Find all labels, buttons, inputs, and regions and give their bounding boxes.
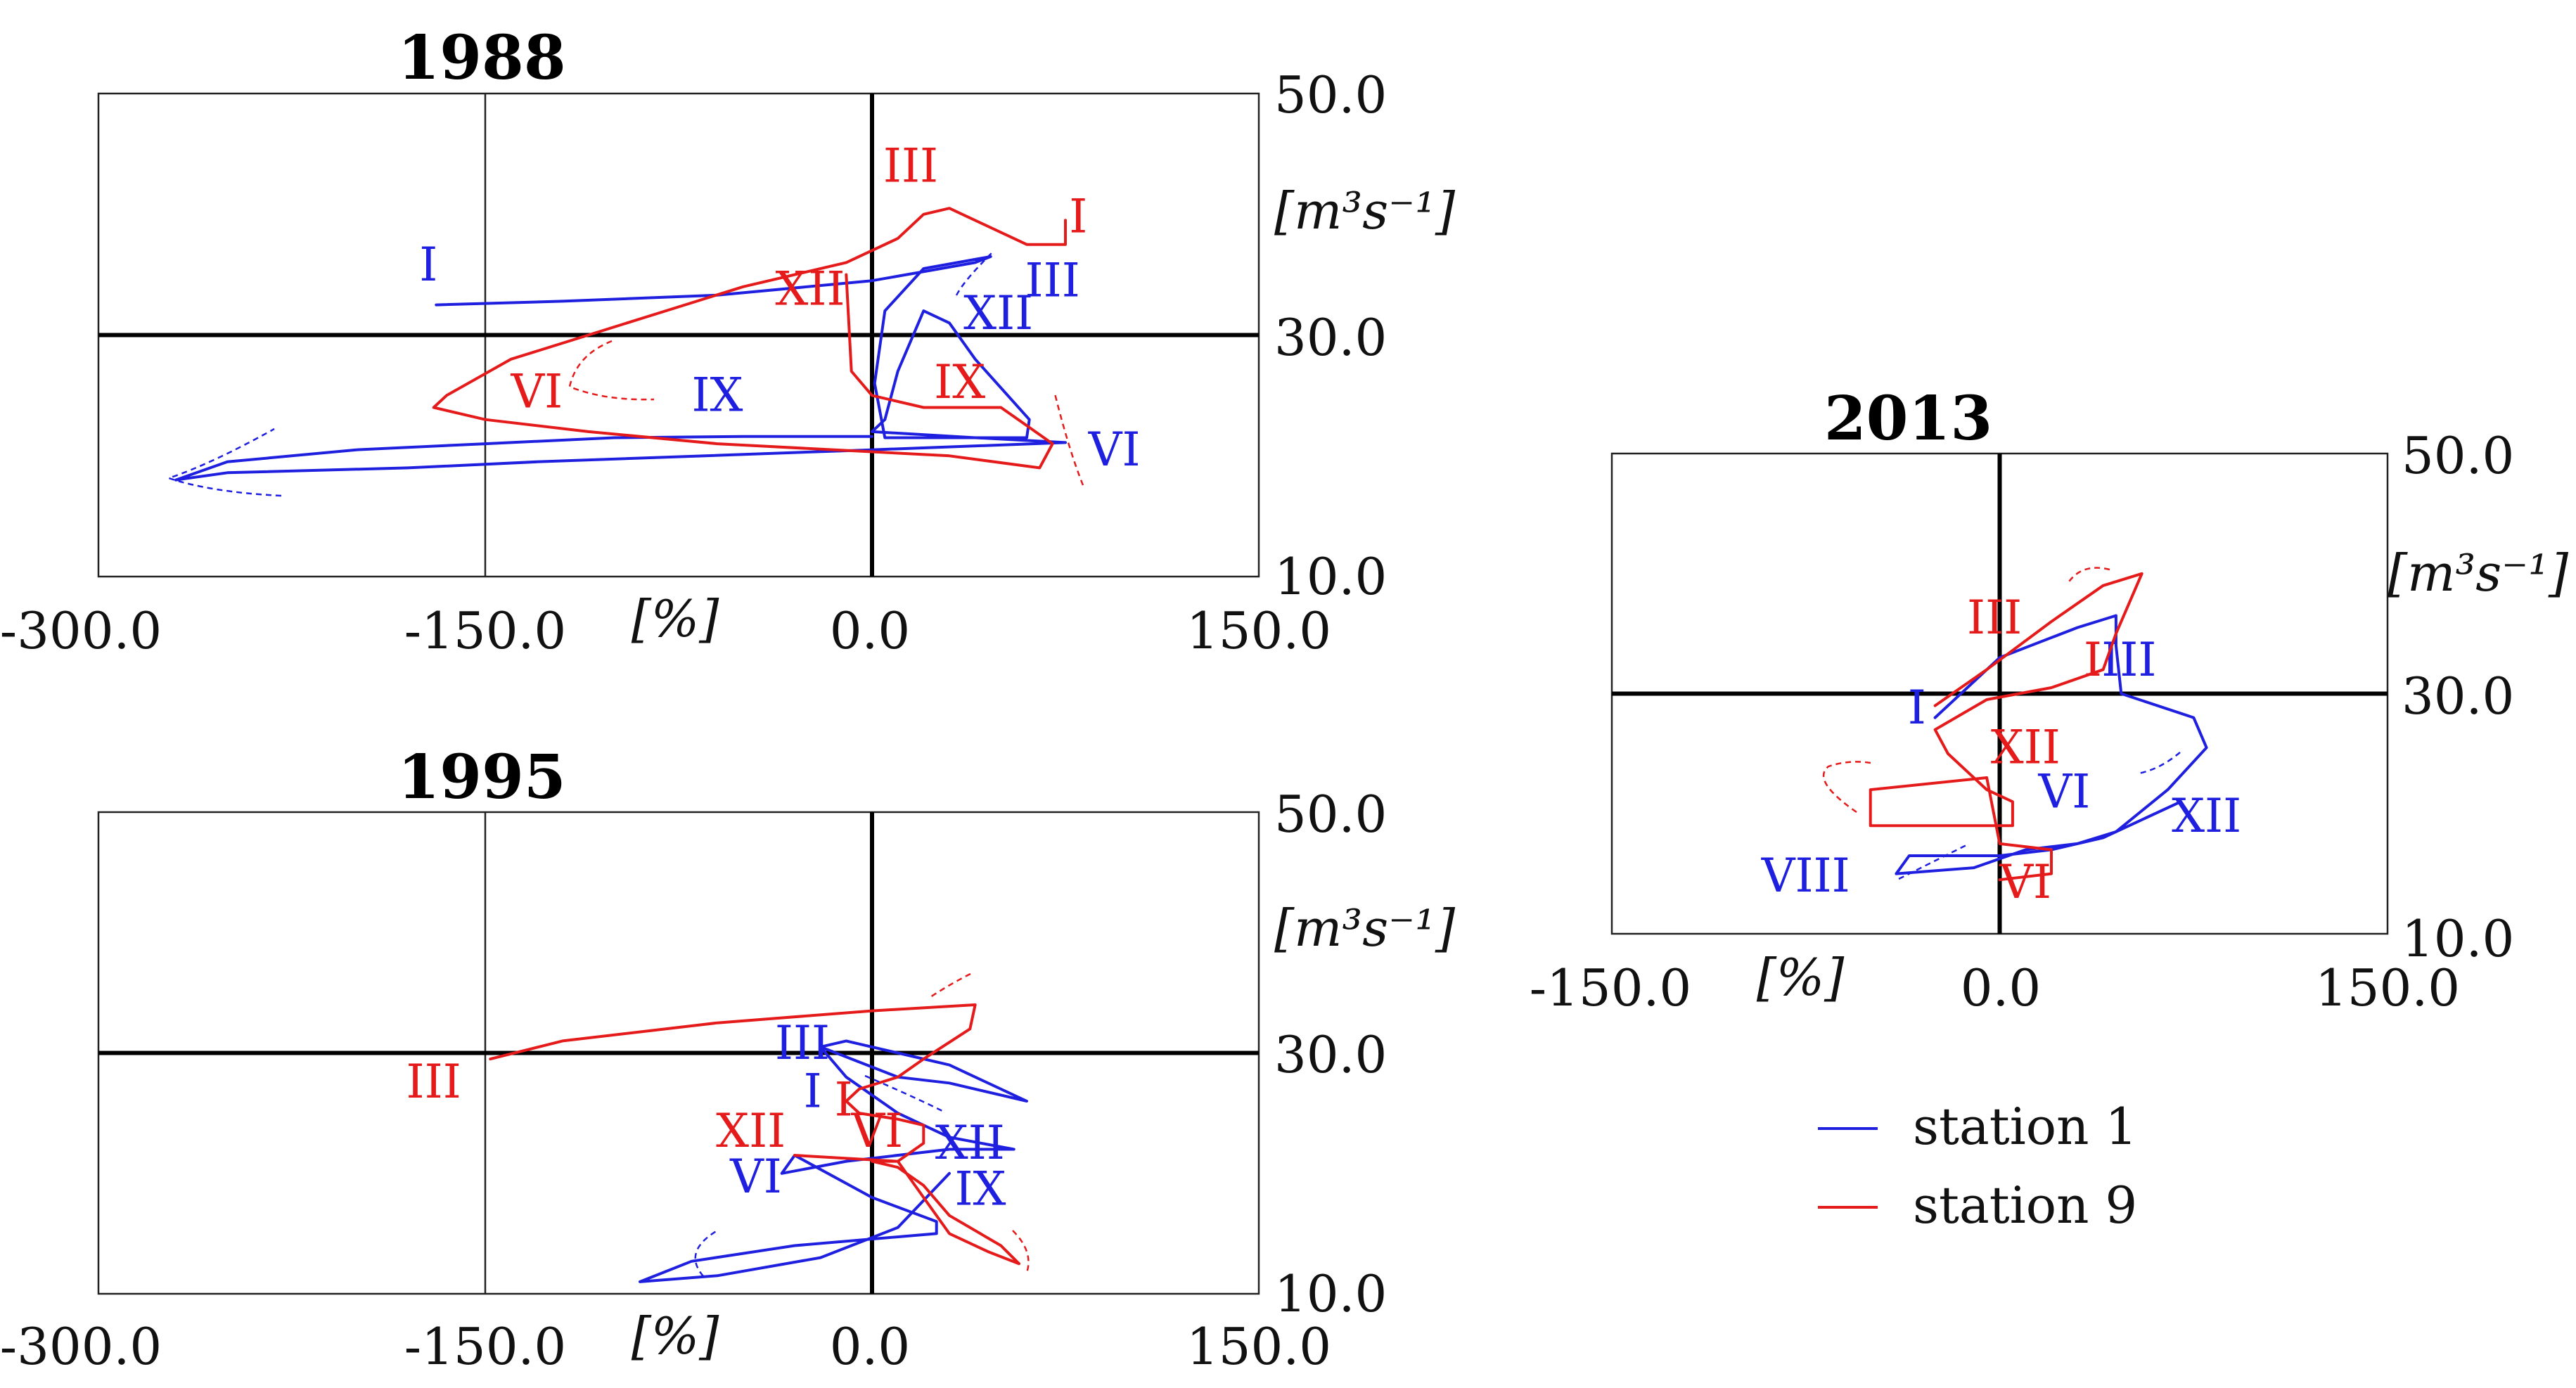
series-line-station-9	[1869, 572, 2144, 882]
y-tick-label: 30.0	[1274, 308, 1387, 367]
month-label: XII	[775, 262, 845, 316]
x-tick-label: 150.0	[1186, 601, 1331, 660]
y-tick-label: 30.0	[2402, 667, 2514, 726]
series-line-station-1	[639, 1039, 1028, 1283]
month-label: VI	[510, 365, 563, 419]
month-label: III	[883, 139, 938, 193]
month-label: III	[2101, 633, 2156, 687]
chart-2013: 2013 -150.0 0.0 150.0 [%] 50.0 30.0 10.0 [m³s⁻¹]…	[1530, 383, 2569, 1017]
month-label: I	[1908, 681, 1926, 735]
x-tick-label: 150.0	[1186, 1317, 1331, 1376]
x-tick-label: -150.0	[1530, 958, 1691, 1017]
month-label: VI	[1088, 423, 1141, 477]
month-label: III	[1967, 591, 2022, 645]
x-tick-label: -150.0	[404, 601, 566, 660]
x-tick-label: 0.0	[1961, 958, 2042, 1017]
month-label: VIII	[1761, 849, 1850, 903]
chart-title: 2013	[1824, 383, 1992, 454]
direction-arrow-dashed	[1053, 393, 1084, 486]
month-label: I	[2084, 633, 2102, 687]
month-label: IX	[934, 355, 985, 409]
x-tick-label: -300.0	[0, 601, 162, 660]
y-tick-label: 50.0	[2402, 426, 2514, 485]
x-axis-unit: [%]	[632, 1306, 720, 1365]
month-label: XII	[1991, 721, 2061, 775]
month-label: I	[1069, 190, 1087, 244]
y-tick-label: 10.0	[1274, 547, 1387, 606]
x-tick-label: -300.0	[0, 1317, 162, 1376]
month-label: IX	[691, 368, 743, 423]
y-axis-unit: [m³s⁻¹]	[2388, 544, 2569, 603]
y-axis-unit: [m³s⁻¹]	[1274, 899, 1456, 958]
chart-title: 1995	[397, 742, 565, 813]
month-label: I	[835, 1073, 853, 1127]
direction-arrow-dashed	[1012, 1230, 1030, 1273]
series-line-station-9	[489, 1003, 1020, 1266]
y-tick-label: 50.0	[1274, 65, 1387, 124]
month-label: III	[1025, 254, 1080, 308]
month-label: IX	[954, 1162, 1006, 1216]
month-label: VI	[1999, 855, 2051, 909]
month-label: III	[406, 1055, 461, 1109]
y-axis-unit: [m³s⁻¹]	[1274, 181, 1456, 240]
month-label: VI	[2038, 765, 2091, 819]
x-tick-label: -150.0	[404, 1317, 566, 1376]
x-axis-unit: [%]	[1757, 948, 1845, 1007]
y-tick-label: 10.0	[2402, 909, 2514, 968]
series-line-station-9	[432, 207, 1067, 470]
x-tick-label: 0.0	[830, 1317, 911, 1376]
y-tick-label: 50.0	[1274, 785, 1387, 844]
month-label: XII	[935, 1116, 1005, 1170]
legend-label: station 1	[1913, 1097, 2137, 1156]
month-label: VI	[729, 1150, 782, 1204]
chart-title: 1988	[397, 23, 565, 94]
direction-arrow-dashed	[568, 340, 655, 401]
legend: station 1 station 9	[1818, 1097, 2137, 1235]
chart-1995: 1995 -300.0 -150.0 0.0 150.0 [%] 50.0 30.0 10.0 […	[0, 742, 1456, 1376]
direction-arrow-dashed	[2137, 752, 2181, 775]
legend-label: station 9	[1913, 1176, 2137, 1235]
month-label: VI	[850, 1104, 903, 1158]
direction-arrow-dashed	[1898, 842, 1970, 880]
x-tick-label: 150.0	[2315, 958, 2460, 1017]
series-line-station-1	[1895, 614, 2208, 875]
series-line-station-1	[174, 255, 1067, 482]
month-label: I	[804, 1065, 822, 1119]
direction-arrow-dashed	[166, 428, 282, 497]
month-label: III	[775, 1016, 830, 1070]
y-tick-label: 30.0	[1274, 1025, 1387, 1084]
chart-1988: 1988 -300.0 -150.0 0.0 150.0 [%] 50.0 30.0 10.0 […	[0, 23, 1456, 660]
month-label: I	[419, 238, 437, 292]
x-tick-label: 0.0	[830, 601, 911, 660]
month-label: XII	[963, 286, 1033, 340]
direction-arrow-dashed	[2066, 567, 2110, 584]
month-label: XII	[716, 1104, 786, 1158]
direction-arrow-dashed	[1822, 761, 1871, 814]
direction-arrow-dashed	[928, 972, 971, 1000]
direction-arrow-dashed	[955, 252, 992, 296]
month-label: XII	[2172, 789, 2241, 843]
y-tick-label: 10.0	[1274, 1264, 1387, 1323]
x-axis-unit: [%]	[632, 589, 720, 648]
direction-arrow-dashed	[694, 1229, 718, 1277]
direction-arrow-dashed	[864, 1074, 943, 1112]
